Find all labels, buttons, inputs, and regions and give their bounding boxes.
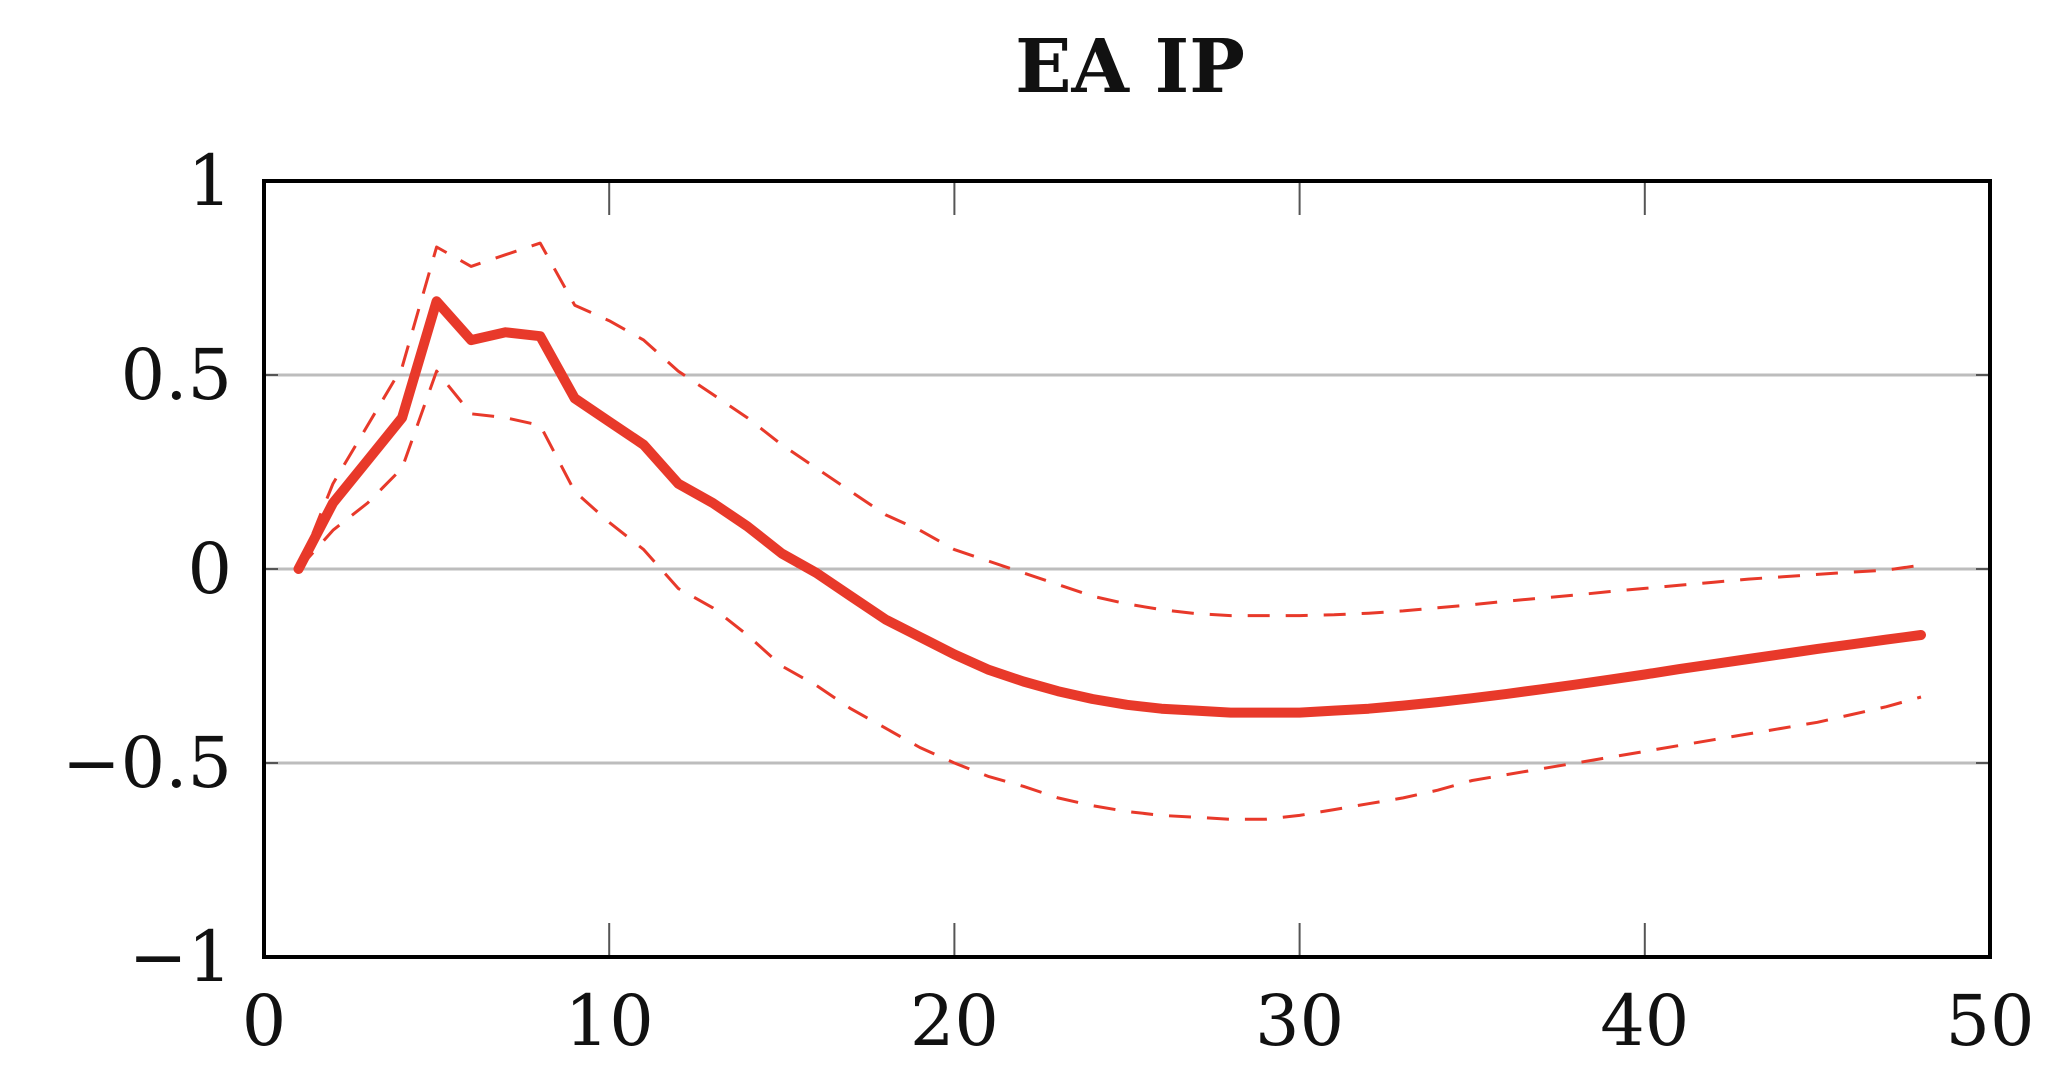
x-tick-labels: 0 10 20 30 40 50 (242, 980, 2035, 1062)
grid-lines (264, 373, 1990, 765)
chart-title: EA IP (1015, 24, 1245, 110)
y-tick-label: −0.5 (62, 722, 232, 804)
plot-frame (262, 179, 1992, 959)
series-lines (293, 241, 1926, 821)
series-line-estimate (293, 296, 1926, 718)
x-tick-label: 50 (1945, 980, 2034, 1062)
y-tick-labels: 1 0.5 0 −0.5 −1 (62, 140, 232, 998)
x-tick-label: 40 (1600, 980, 1689, 1062)
x-tick-label: 20 (910, 980, 999, 1062)
x-tick-label: 0 (242, 980, 287, 1062)
x-tick-label: 30 (1255, 980, 1344, 1062)
y-tick-label: 1 (187, 140, 232, 222)
y-tick-label: −1 (129, 916, 232, 998)
series-line-upper-band (297, 241, 1922, 618)
x-tick-label: 10 (565, 980, 654, 1062)
series-line-lower-band (297, 369, 1922, 821)
y-tick-label: 0.5 (121, 334, 232, 416)
y-tick-label: 0 (187, 528, 232, 610)
